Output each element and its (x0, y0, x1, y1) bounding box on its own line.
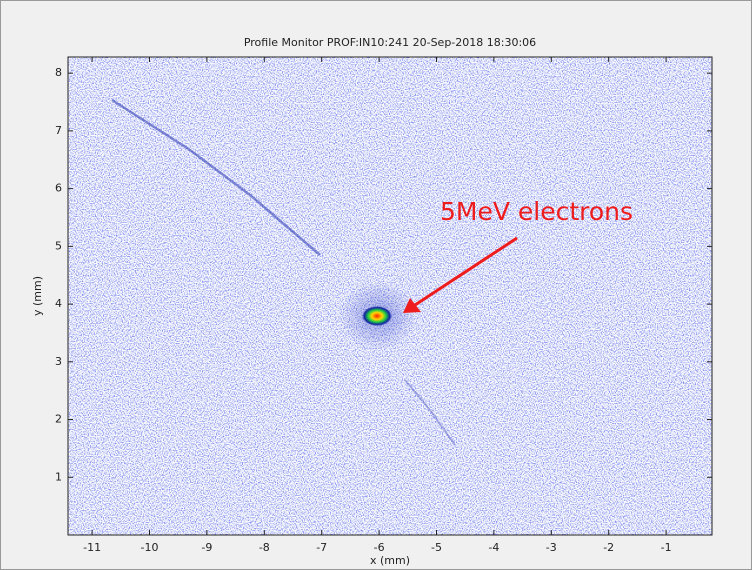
y-tick-label: 2 (55, 413, 62, 426)
y-tick-label: 8 (55, 66, 62, 79)
x-tick-label: -3 (546, 541, 557, 554)
y-tick-label: 4 (55, 297, 62, 310)
x-tick-label: -10 (141, 541, 159, 554)
x-tick-label: -8 (259, 541, 270, 554)
x-tick-label: -6 (374, 541, 385, 554)
x-tick-label: -1 (661, 541, 672, 554)
y-tick-label: 3 (55, 355, 62, 368)
page: {"chart_data": {"type": "image", "title"… (0, 0, 752, 570)
y-tick-label: 1 (55, 470, 62, 483)
y-axis-label: y (mm) (31, 276, 44, 316)
x-tick-label: -5 (431, 541, 442, 554)
chart-title: Profile Monitor PROF:IN10:241 20-Sep-201… (244, 36, 536, 49)
x-tick-label: -9 (201, 541, 212, 554)
figure: Profile Monitor PROF:IN10:241 20-Sep-201… (0, 0, 752, 570)
x-tick-label: -4 (488, 541, 499, 554)
plot-area (68, 57, 712, 535)
x-tick-label: -7 (316, 541, 327, 554)
x-tick-label: -2 (603, 541, 614, 554)
x-tick-label: -11 (83, 541, 101, 554)
x-axis-label: x (mm) (370, 554, 410, 567)
y-tick-label: 6 (55, 182, 62, 195)
y-tick-label: 5 (55, 239, 62, 252)
beam-spot (362, 306, 392, 326)
annotation: 5MeV electrons (440, 197, 633, 226)
y-tick-label: 7 (55, 124, 62, 137)
